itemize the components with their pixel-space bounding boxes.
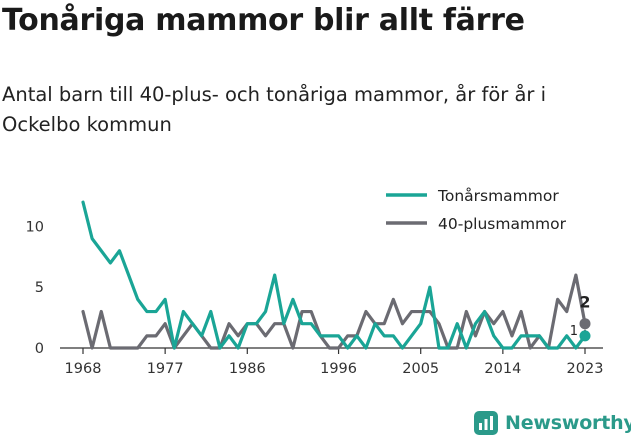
legend-item: 40-plusmammor	[386, 215, 567, 233]
newsworthy-logo-text: Newsworthy	[505, 412, 631, 434]
y-tick-label: 0	[35, 341, 44, 357]
y-tick: 5	[35, 280, 44, 296]
y-tick: 0	[35, 341, 44, 357]
x-tick-label: 2005	[402, 361, 439, 377]
legend-item: Tonårsmammor	[386, 187, 559, 205]
end-label-40-plusmammor: 2	[579, 293, 590, 312]
newsworthy-logo: Newsworthy	[474, 409, 631, 437]
x-tick-label: 1986	[229, 361, 266, 377]
chart-subtitle: Antal barn till 40-plus- och tonåriga ma…	[2, 83, 547, 136]
x-tick-label: 1977	[147, 361, 184, 377]
x-tick: 1986	[229, 348, 266, 377]
series-line-40-plusmammor	[81, 273, 587, 350]
x-tick: 2005	[402, 348, 439, 377]
y-tick-label: 10	[26, 219, 44, 235]
legend-label: Tonårsmammor	[437, 187, 559, 205]
end-markers: 21	[570, 293, 591, 342]
series-lines	[81, 200, 587, 350]
newsworthy-logo-icon	[474, 411, 498, 435]
x-tick-label: 1968	[65, 361, 102, 377]
end-marker-tonarsmammor	[579, 330, 591, 342]
x-tick-label: 2023	[567, 361, 604, 377]
legend: Tonårsmammor 40-plusmammor	[386, 187, 567, 233]
x-tick: 1996	[320, 348, 357, 377]
x-tick-label: 2014	[484, 361, 521, 377]
y-tick-label: 5	[35, 280, 44, 296]
series-line-tonarsmammor	[81, 200, 587, 350]
x-tick: 1977	[147, 348, 184, 377]
y-axis: 0 5 10	[26, 219, 44, 357]
x-tick: 2014	[484, 348, 521, 377]
x-tick: 1968	[65, 348, 102, 377]
x-tick: 2023	[567, 348, 604, 377]
chart-title: Tonåriga mammor blir allt färre	[2, 3, 525, 38]
x-axis: 1968 1977 1986 1996 2005 2014 2023	[60, 347, 604, 377]
legend-label: 40-plusmammor	[438, 215, 567, 233]
end-marker-40-plusmammor	[579, 318, 591, 330]
x-tick-label: 1996	[320, 361, 357, 377]
end-label-tonarsmammor: 1	[570, 324, 578, 339]
y-tick: 10	[26, 219, 44, 235]
